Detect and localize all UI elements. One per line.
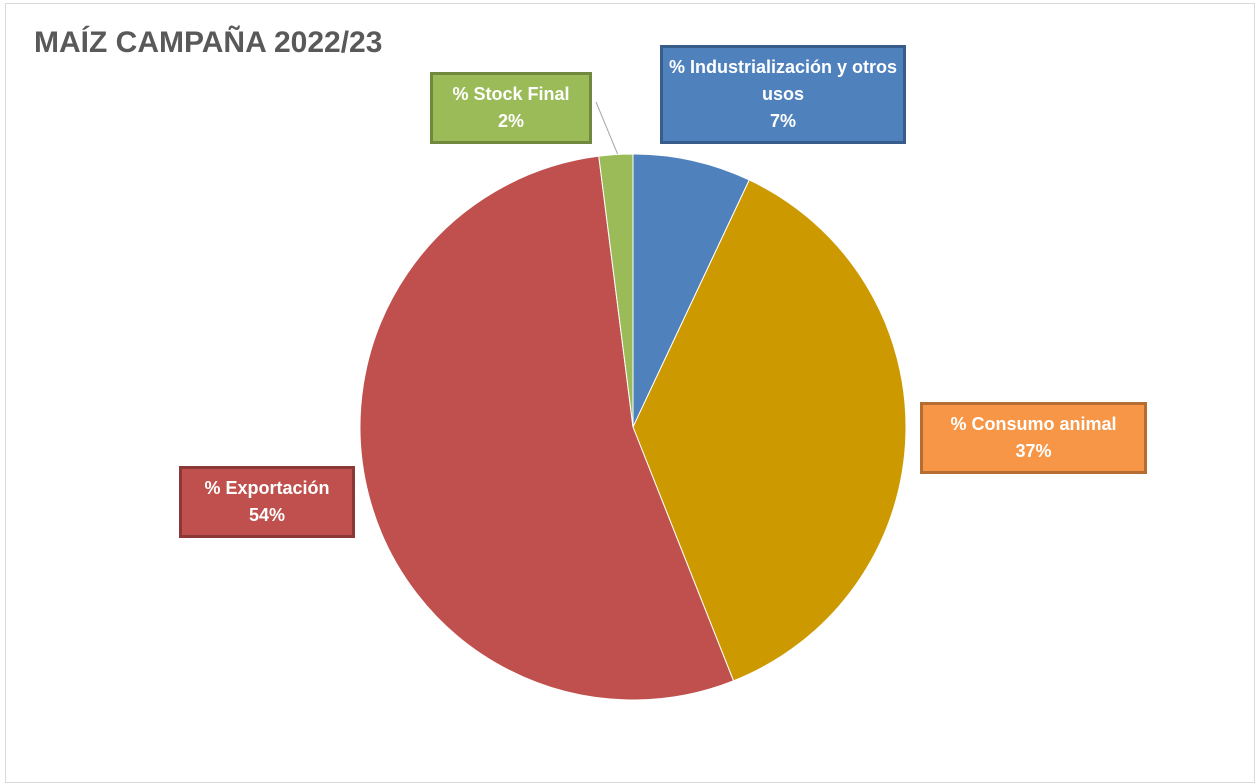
label-category: % Stock Final xyxy=(452,84,570,104)
label-category: % Industrialización y otros usos xyxy=(668,57,898,104)
label-value: 7% xyxy=(769,111,796,131)
pie-slice xyxy=(632,179,907,682)
data-label: % Industrialización y otros usos 7% xyxy=(660,45,906,144)
data-label: % Consumo animal 37% xyxy=(920,402,1147,474)
label-value: 54% xyxy=(248,505,286,525)
data-label: % Stock Final 2% xyxy=(430,72,592,144)
chart-title: MAÍZ CAMPAÑA 2022/23 xyxy=(34,26,383,59)
label-category: % Consumo animal xyxy=(950,414,1117,434)
pie-slice xyxy=(632,153,750,428)
pie-slice xyxy=(598,153,634,428)
leader-line xyxy=(595,101,619,156)
data-label: % Exportación 54% xyxy=(179,466,355,538)
chart xyxy=(359,101,907,701)
label-value: 2% xyxy=(497,111,524,131)
label-category: % Exportación xyxy=(204,478,330,498)
label-value: 37% xyxy=(1015,441,1052,461)
page: MAÍZ CAMPAÑA 2022/23 (() => { const data… xyxy=(5,3,1255,783)
pie-slice xyxy=(359,155,735,701)
